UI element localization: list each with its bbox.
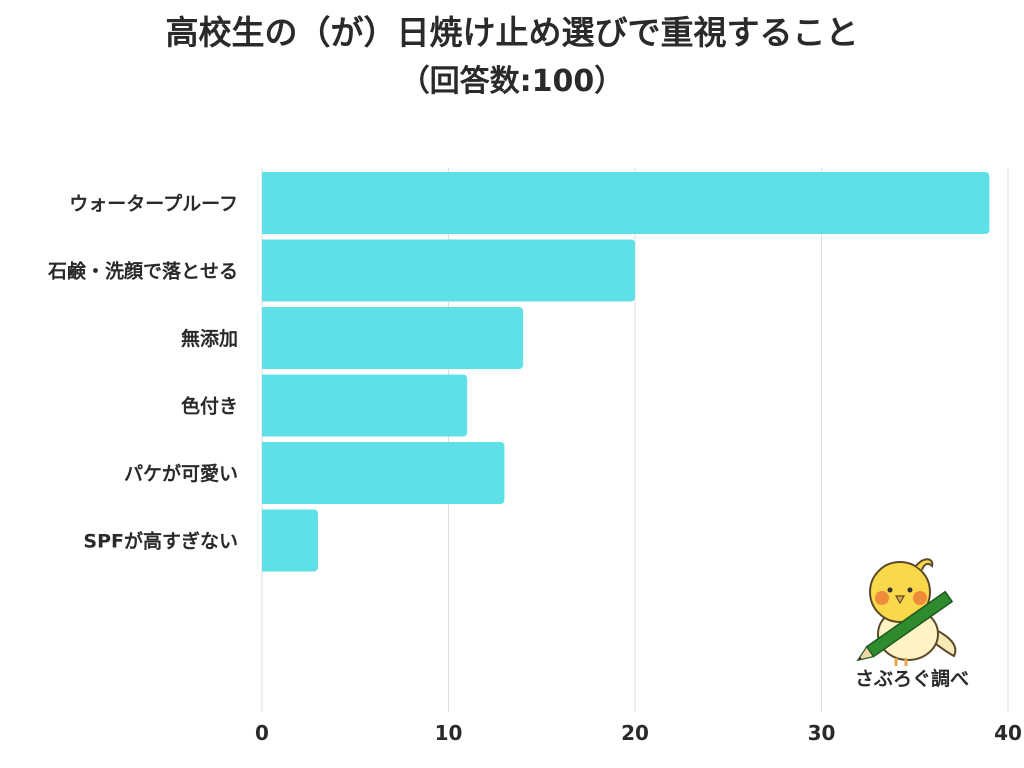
x-tick-label: 30 [808,721,836,745]
category-label: パケが可愛い [124,462,238,485]
chart-subtitle: （回答数:100） [399,64,625,99]
category-label: SPFが高すぎない [83,530,238,553]
bar [262,239,635,302]
category-label: 石鹸・洗顔で落とせる [47,260,238,283]
bar [261,307,524,369]
bird-with-pencil-icon [856,558,957,666]
x-tick-label: 0 [255,721,269,745]
chart-title: 高校生の（が）日焼け止め選びで重視すること [165,13,859,52]
bar [262,374,468,437]
source-credit: さぶろぐ調べ [854,668,969,690]
x-tick-label: 40 [994,721,1022,745]
category-label: 無添加 [181,327,238,350]
category-label: ウォータープルーフ [69,192,238,215]
x-tick-label: 10 [435,721,463,745]
bar [262,442,505,504]
x-tick-label: 20 [621,721,649,745]
bar [262,509,318,572]
category-label: 色付き [181,395,238,418]
bar [262,172,990,234]
